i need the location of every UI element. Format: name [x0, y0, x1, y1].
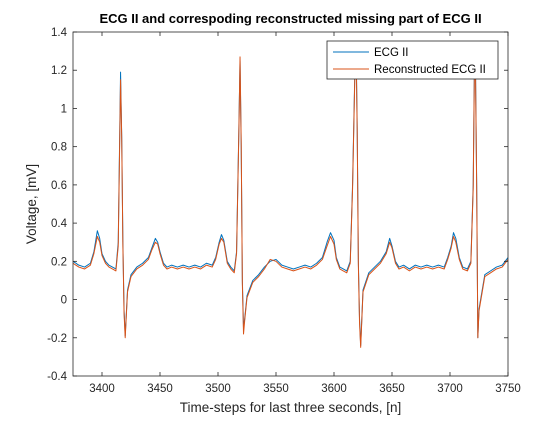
axes-box: [72, 31, 509, 377]
legend-label-ecg-ii: ECG II: [374, 47, 409, 59]
legend-box: [326, 40, 499, 80]
x-tick-label: 3500: [205, 383, 231, 395]
chart-title: ECG II and correspoding reconstructed mi…: [99, 11, 481, 26]
y-tick-label: 1.4: [51, 27, 68, 39]
series-line-ecg-ii: [73, 41, 508, 346]
y-tick-label: 0.8: [51, 142, 67, 154]
y-tick-label: 1.2: [51, 65, 67, 77]
legend-label-reconstructed-ecg-ii: Reconstructed ECG II: [374, 64, 486, 76]
y-axis-label: Voltage, [mV]: [24, 164, 39, 244]
x-tick-label: 3400: [89, 383, 115, 395]
x-tick-label: 3700: [437, 383, 463, 395]
x-axis-label: Time-steps for last three seconds, [n]: [180, 400, 402, 415]
y-tick-label: 0: [61, 295, 67, 307]
series-line-reconstructed-ecg-ii: [73, 44, 508, 348]
legend: ECG II Reconstructed ECG II: [326, 40, 499, 80]
x-tick-label: 3600: [321, 383, 347, 395]
x-tick-label: 3450: [147, 383, 173, 395]
y-tick-label: 0.4: [51, 218, 68, 230]
y-tick-label: -0.4: [47, 371, 67, 383]
ticks-layer: 3400 3450 3500 3550 3600 3650 3700 3750 -0.4 -0.2…: [47, 27, 521, 395]
x-tick-label: 3650: [379, 383, 405, 395]
y-tick-label: 1: [61, 103, 67, 115]
x-tick-label: 3550: [263, 383, 289, 395]
y-tick-label: 0.6: [51, 180, 67, 192]
plot-layer: [73, 41, 508, 348]
y-tick-label: -0.2: [47, 333, 67, 345]
x-tick-label: 3750: [495, 383, 521, 395]
y-tick-label: 0.2: [51, 256, 67, 268]
